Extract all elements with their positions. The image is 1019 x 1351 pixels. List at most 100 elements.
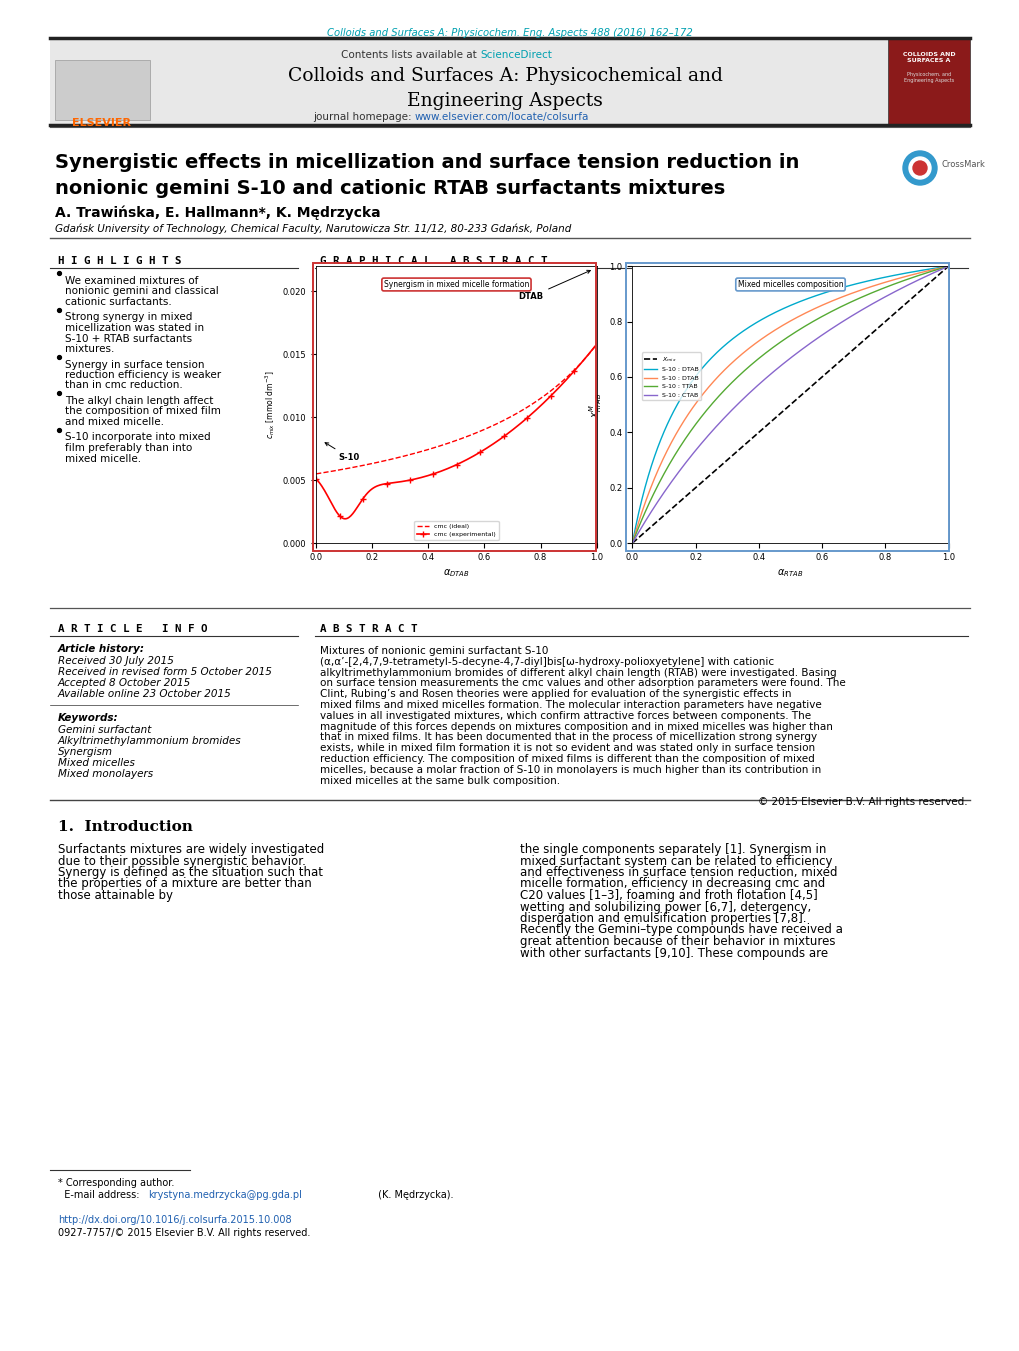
Text: exists, while in mixed film formation it is not so evident and was stated only i: exists, while in mixed film formation it… — [320, 743, 814, 754]
Text: the composition of mixed film: the composition of mixed film — [65, 407, 221, 416]
Text: mixed micelles at the same bulk composition.: mixed micelles at the same bulk composit… — [320, 775, 559, 785]
Text: 1.  Introduction: 1. Introduction — [58, 820, 193, 834]
Text: than in cmc reduction.: than in cmc reduction. — [65, 381, 182, 390]
S-10 : DTAB: (0.843, 0.97): DTAB: (0.843, 0.97) — [892, 266, 904, 282]
cmc (experimental) — [547, 385, 559, 401]
Text: G R A P H I C A L   A B S T R A C T: G R A P H I C A L A B S T R A C T — [320, 255, 547, 266]
S-10 : DTAB: (1, 1): DTAB: (1, 1) — [942, 258, 954, 274]
S-10 : TTAB: (0.592, 0.813): TTAB: (0.592, 0.813) — [813, 309, 825, 326]
$X_{mix}$ — [813, 372, 825, 388]
cmc (experimental) — [311, 471, 323, 488]
Line: S-10 : CTAB: S-10 : CTAB — [632, 266, 948, 543]
cmc (ideal) — [590, 336, 602, 353]
S-10 : TTAB: (0.595, 0.815): TTAB: (0.595, 0.815) — [814, 309, 826, 326]
S-10 : DTAB: (0.00334, 0.0134): DTAB: (0.00334, 0.0134) — [627, 531, 639, 547]
Text: wetting and solubilizing power [6,7], detergency,: wetting and solubilizing power [6,7], de… — [520, 901, 810, 913]
S-10 : DTAB: (1, 1): DTAB: (1, 1) — [942, 258, 954, 274]
S-10 : CTAB: (0.592, 0.745): CTAB: (0.592, 0.745) — [813, 328, 825, 345]
$X_{mix}$ — [912, 284, 924, 300]
S-10 : DTAB: (0, 0): DTAB: (0, 0) — [626, 535, 638, 551]
Text: those attainable by: those attainable by — [58, 889, 173, 902]
Text: mixed films and mixed micelles formation. The molecular interaction parameters h: mixed films and mixed micelles formation… — [320, 700, 821, 711]
Text: Available online 23 October 2015: Available online 23 October 2015 — [58, 689, 231, 698]
cmc (ideal) — [310, 466, 322, 482]
Text: E-mail address:: E-mail address: — [58, 1190, 143, 1200]
S-10 : CTAB: (0.00334, 0.00671): CTAB: (0.00334, 0.00671) — [627, 534, 639, 550]
S-10 : CTAB: (0.612, 0.761): CTAB: (0.612, 0.761) — [819, 324, 832, 340]
Text: magnitude of this forces depends on mixtures composition and in mixed micelles w: magnitude of this forces depends on mixt… — [320, 721, 833, 732]
FancyBboxPatch shape — [50, 38, 969, 126]
Text: Mixtures of nonionic gemini surfactant S-10: Mixtures of nonionic gemini surfactant S… — [320, 646, 548, 657]
Text: DTAB: DTAB — [518, 270, 590, 301]
Text: micelles, because a molar fraction of S-10 in monolayers is much higher than its: micelles, because a molar fraction of S-… — [320, 765, 820, 775]
S-10 : TTAB: (0, 0): TTAB: (0, 0) — [626, 535, 638, 551]
Text: S-10 incorporate into mixed: S-10 incorporate into mixed — [65, 432, 210, 443]
Text: Mixed micelles: Mixed micelles — [58, 758, 135, 767]
S-10 : DTAB: (0.906, 0.983): DTAB: (0.906, 0.983) — [912, 262, 924, 278]
Text: COLLOIDS AND
SURFACES A: COLLOIDS AND SURFACES A — [902, 51, 955, 63]
S-10 : DTAB: (0.592, 0.855): DTAB: (0.592, 0.855) — [813, 299, 825, 315]
Text: reduction efficiency is weaker: reduction efficiency is weaker — [65, 370, 221, 380]
Text: © 2015 Elsevier B.V. All rights reserved.: © 2015 Elsevier B.V. All rights reserved… — [758, 797, 967, 807]
S-10 : DTAB: (0.592, 0.898): DTAB: (0.592, 0.898) — [813, 286, 825, 303]
Text: film preferably than into: film preferably than into — [65, 443, 192, 453]
cmc (experimental) — [310, 471, 322, 488]
cmc (experimental) — [590, 336, 602, 353]
Text: The alkyl chain length affect: The alkyl chain length affect — [65, 396, 213, 407]
Y-axis label: $x^{M}_{RTAB}$: $x^{M}_{RTAB}$ — [587, 392, 603, 417]
Text: Strong synergy in mixed: Strong synergy in mixed — [65, 312, 193, 323]
Text: 0927-7757/© 2015 Elsevier B.V. All rights reserved.: 0927-7757/© 2015 Elsevier B.V. All right… — [58, 1228, 310, 1238]
Text: A R T I C L E   I N F O: A R T I C L E I N F O — [58, 624, 207, 634]
Text: C20 values [1–3], foaming and froth flotation [4,5]: C20 values [1–3], foaming and froth flot… — [520, 889, 817, 902]
Text: cationic surfactants.: cationic surfactants. — [65, 297, 171, 307]
Text: micellization was stated in: micellization was stated in — [65, 323, 204, 332]
$X_{mix}$ — [892, 301, 904, 317]
Text: with other surfactants [9,10]. These compounds are: with other surfactants [9,10]. These com… — [520, 947, 827, 959]
Text: due to their possible synergistic behavior.: due to their possible synergistic behavi… — [58, 854, 306, 867]
cmc (ideal) — [481, 420, 493, 436]
Text: Mixed monolayers: Mixed monolayers — [58, 769, 153, 780]
Text: micelle formation, efficiency in decreasing cmc and: micelle formation, efficiency in decreas… — [520, 878, 824, 890]
S-10 : DTAB: (0.906, 0.975): DTAB: (0.906, 0.975) — [912, 265, 924, 281]
Text: Synergy is defined as the situation such that: Synergy is defined as the situation such… — [58, 866, 323, 880]
$X_{mix}$ — [626, 535, 638, 551]
Text: mixtures.: mixtures. — [65, 345, 114, 354]
S-10 : TTAB: (0.843, 0.942): TTAB: (0.843, 0.942) — [892, 274, 904, 290]
Line: S-10 : DTAB: S-10 : DTAB — [632, 266, 948, 543]
Text: dispergation and emulsification properties [7,8].: dispergation and emulsification properti… — [520, 912, 806, 925]
Text: Clint, Rubing’s and Rosen theories were applied for evaluation of the synergisti: Clint, Rubing’s and Rosen theories were … — [320, 689, 791, 700]
cmc (ideal) — [546, 381, 558, 397]
Text: A. Trawińska, E. Hallmann*, K. Mędrzycka: A. Trawińska, E. Hallmann*, K. Mędrzycka — [55, 205, 380, 220]
X-axis label: $\alpha_{RTAB}$: $\alpha_{RTAB}$ — [776, 567, 803, 580]
FancyBboxPatch shape — [55, 59, 150, 120]
cmc (experimental) — [478, 442, 490, 458]
cmc (experimental) — [482, 439, 494, 455]
Circle shape — [912, 161, 926, 176]
Text: Physicochem. and
Engineering Aspects: Physicochem. and Engineering Aspects — [903, 72, 953, 84]
Text: * Corresponding author.: * Corresponding author. — [58, 1178, 174, 1188]
Text: A B S T R A C T: A B S T R A C T — [320, 624, 417, 634]
S-10 : CTAB: (0.595, 0.748): CTAB: (0.595, 0.748) — [814, 328, 826, 345]
S-10 : DTAB: (0.843, 0.956): DTAB: (0.843, 0.956) — [892, 270, 904, 286]
Text: S-10 + RTAB surfactants: S-10 + RTAB surfactants — [65, 334, 192, 343]
Line: $X_{mix}$: $X_{mix}$ — [632, 266, 948, 543]
S-10 : DTAB: (0, 0): DTAB: (0, 0) — [626, 535, 638, 551]
S-10 : CTAB: (1, 1): CTAB: (1, 1) — [942, 258, 954, 274]
X-axis label: $\alpha_{DTAB}$: $\alpha_{DTAB}$ — [442, 567, 470, 580]
Text: Colloids and Surfaces A: Physicochem. Eng. Aspects 488 (2016) 162–172: Colloids and Surfaces A: Physicochem. En… — [327, 28, 692, 38]
Line: cmc (experimental): cmc (experimental) — [313, 342, 599, 521]
Text: mixed micelle.: mixed micelle. — [65, 454, 141, 463]
Text: (α,α’-[2,4,7,9-tetrametyl-5-decyne-4,7-diyl]bis[ω-hydroxy-polioxyetylene] with c: (α,α’-[2,4,7,9-tetrametyl-5-decyne-4,7-d… — [320, 657, 773, 667]
Text: Synergism: Synergism — [58, 747, 113, 757]
Text: values in all investigated mixtures, which confirm attractive forces between com: values in all investigated mixtures, whi… — [320, 711, 810, 721]
S-10 : TTAB: (0.906, 0.967): TTAB: (0.906, 0.967) — [912, 267, 924, 284]
Circle shape — [902, 151, 936, 185]
$X_{mix}$ — [819, 366, 832, 382]
cmc (ideal) — [311, 466, 323, 482]
Text: Surfactants mixtures are widely investigated: Surfactants mixtures are widely investig… — [58, 843, 324, 857]
Text: Colloids and Surfaces A: Physicochemical and
Engineering Aspects: Colloids and Surfaces A: Physicochemical… — [287, 68, 721, 109]
Text: ELSEVIER: ELSEVIER — [72, 118, 131, 128]
cmc (ideal) — [564, 366, 576, 382]
S-10 : DTAB: (0.595, 0.856): DTAB: (0.595, 0.856) — [814, 297, 826, 313]
Text: the single components separately [1]. Synergism in: the single components separately [1]. Sy… — [520, 843, 825, 857]
